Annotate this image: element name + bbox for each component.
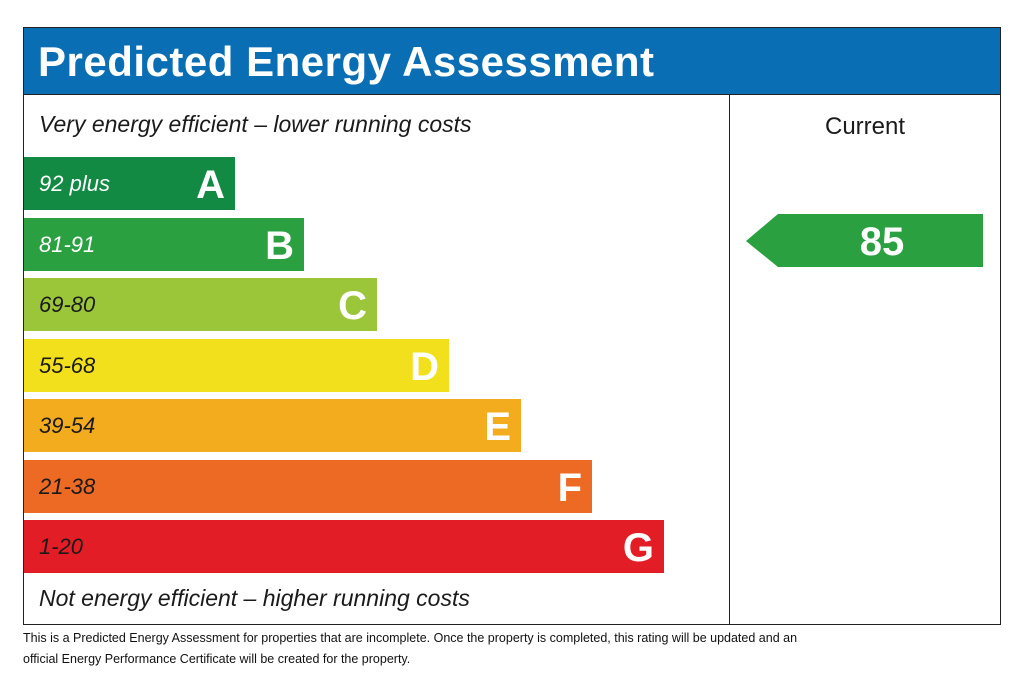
band: 21-38 F <box>24 460 592 513</box>
band: 92 plus A <box>24 157 235 210</box>
header <box>24 28 1000 95</box>
footnote-line: official Energy Performance Certificate … <box>23 652 411 666</box>
band-range: 69-80 <box>39 292 96 317</box>
band-range: 81-91 <box>39 232 96 257</box>
band-letter: B <box>265 224 294 268</box>
current-label: Current <box>824 113 906 140</box>
title: Predicted Energy Assessment <box>38 38 655 85</box>
band: 39-54 E <box>24 399 521 452</box>
current-arrow <box>746 214 983 267</box>
band: 55-68 D <box>24 339 449 392</box>
band-range: 1-20 <box>39 534 84 559</box>
band-letter: G <box>622 526 654 570</box>
arrow-shape <box>746 214 983 267</box>
divider <box>729 94 730 624</box>
band-range: 92 plus <box>39 171 110 196</box>
footnote-line: This is a Predicted Energy Assessment fo… <box>23 631 798 645</box>
band-letter: D <box>410 345 439 389</box>
band-letter: A <box>196 163 225 207</box>
top-note: Very energy efficient – lower running co… <box>39 111 472 137</box>
band-letter: C <box>338 284 367 328</box>
band: 69-80 C <box>24 278 377 331</box>
band-letter: F <box>557 466 582 510</box>
band-range: 55-68 <box>39 353 96 378</box>
frame <box>23 27 1001 625</box>
bottom-note: Not energy efficient – higher running co… <box>39 585 470 611</box>
band-range: 21-38 <box>39 474 96 499</box>
band-letter: E <box>484 405 511 449</box>
band-range: 39-54 <box>39 413 96 438</box>
band: 81-91 B <box>24 218 304 271</box>
band: 1-20 G <box>24 520 664 573</box>
current-rating: 85 <box>859 220 905 264</box>
